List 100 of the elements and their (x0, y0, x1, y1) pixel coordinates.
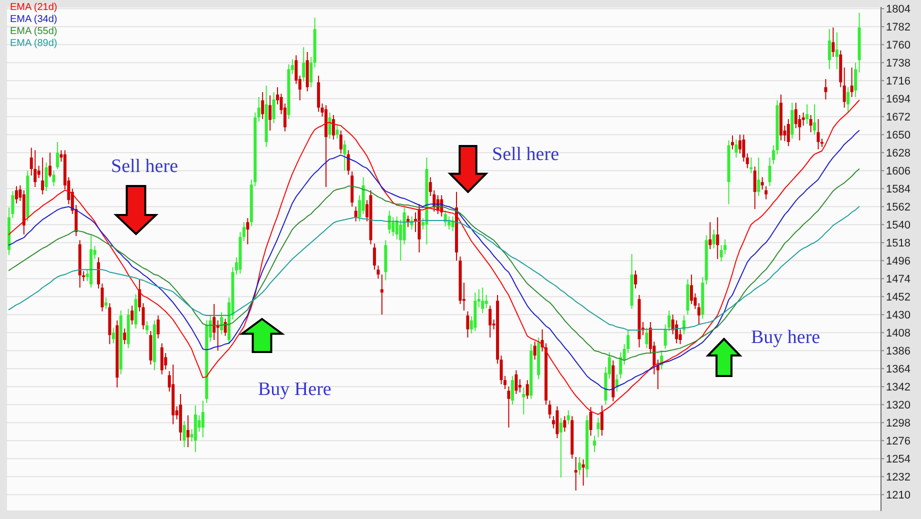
candlestick (328, 112, 332, 140)
candlestick (518, 378, 522, 393)
candlestick (802, 112, 805, 126)
text: EMA (34d) (10, 14, 58, 26)
candlestick (730, 134, 734, 150)
annotation: Sell here (492, 144, 560, 165)
candlestick (212, 304, 216, 340)
candlestick (201, 400, 204, 438)
candlestick (145, 320, 148, 335)
candlestick (142, 302, 145, 330)
candlestick (592, 435, 596, 453)
candlestick (354, 206, 358, 222)
candlestick (52, 170, 56, 187)
candlestick (850, 67, 854, 98)
candlestick (563, 416, 566, 432)
y-tick-label: 1496 (886, 256, 910, 268)
y-tick-label: 1254 (886, 454, 910, 466)
candlestick (846, 86, 850, 114)
candlestick (48, 152, 52, 178)
annotation: Buy here (751, 327, 820, 348)
candlestick (123, 328, 126, 345)
candlestick (533, 341, 536, 360)
candlestick (268, 94, 272, 132)
candlestick (746, 152, 749, 169)
text: EMA (55d) (10, 26, 58, 38)
candlestick (522, 386, 526, 415)
candlestick (242, 222, 246, 242)
candlestick (380, 274, 384, 316)
annotation: Sell here (111, 156, 178, 177)
y-tick-label: 1232 (886, 472, 910, 484)
candlestick (619, 352, 622, 379)
candlestick (813, 104, 816, 136)
candlestick (466, 310, 470, 338)
y-tick-label: 1804 (886, 4, 910, 16)
candlestick (14, 186, 18, 204)
candlestick (835, 32, 838, 70)
candlestick (182, 420, 186, 448)
candlestick (842, 67, 846, 108)
candlestick (376, 265, 380, 280)
y-tick-label: 1386 (886, 346, 910, 358)
candlestick (156, 314, 160, 339)
y-tick-label: 1364 (886, 364, 910, 376)
candlestick (160, 342, 164, 375)
candlestick (600, 404, 604, 436)
candlestick (339, 130, 342, 154)
y-tick-label: 1628 (886, 148, 910, 160)
candlestick (578, 456, 582, 476)
y-tick-label: 1408 (886, 328, 910, 340)
candlestick (828, 28, 831, 70)
y-tick-label: 1694 (886, 94, 910, 106)
candlestick (786, 118, 790, 147)
candlestick (138, 278, 142, 312)
candlestick (734, 139, 738, 158)
candlestick (346, 150, 350, 176)
y-tick-label: 1584 (886, 184, 910, 196)
text: EMA (89d) (10, 38, 58, 50)
candlestick (753, 166, 756, 210)
annotation: Buy Here (258, 379, 332, 400)
candlestick (507, 386, 510, 428)
candlestick (656, 359, 660, 390)
candlestick (44, 162, 48, 192)
candlestick (343, 140, 346, 172)
candlestick (678, 328, 682, 345)
candlestick (372, 242, 376, 270)
y-tick-label: 1430 (886, 310, 910, 322)
candlestick (272, 92, 276, 124)
candlestick (336, 124, 339, 140)
candlestick (112, 327, 115, 344)
candlestick (130, 305, 134, 325)
candlestick (510, 376, 514, 406)
y-tick-label: 1562 (886, 202, 910, 214)
candlestick (484, 294, 488, 309)
candlestick (220, 312, 224, 335)
candlestick (556, 406, 559, 439)
candlestick (757, 157, 760, 196)
y-tick-label: 1210 (886, 490, 910, 502)
y-tick-label: 1540 (886, 220, 910, 232)
y-tick-label: 1650 (886, 130, 910, 142)
candlestick (816, 118, 820, 150)
y-tick-label: 1672 (886, 112, 910, 124)
candlestick (246, 218, 250, 245)
candlestick (832, 26, 835, 58)
candlestick (824, 78, 828, 100)
candlestick (41, 157, 44, 195)
candlestick (481, 287, 484, 314)
candlestick (697, 302, 700, 325)
y-tick-label: 1452 (886, 292, 910, 304)
candlestick (514, 370, 518, 394)
candlestick (582, 458, 585, 486)
candlestick (760, 176, 764, 190)
candlestick (559, 417, 562, 478)
text: EMA (21d) (10, 2, 58, 14)
candlestick (750, 157, 753, 174)
candlestick (738, 134, 742, 154)
candlestick (302, 46, 306, 82)
y-tick-label: 1276 (886, 436, 910, 448)
candlestick (526, 380, 529, 400)
y-tick-label: 1474 (886, 274, 910, 286)
candlestick (742, 134, 746, 162)
candlestick (712, 229, 716, 249)
